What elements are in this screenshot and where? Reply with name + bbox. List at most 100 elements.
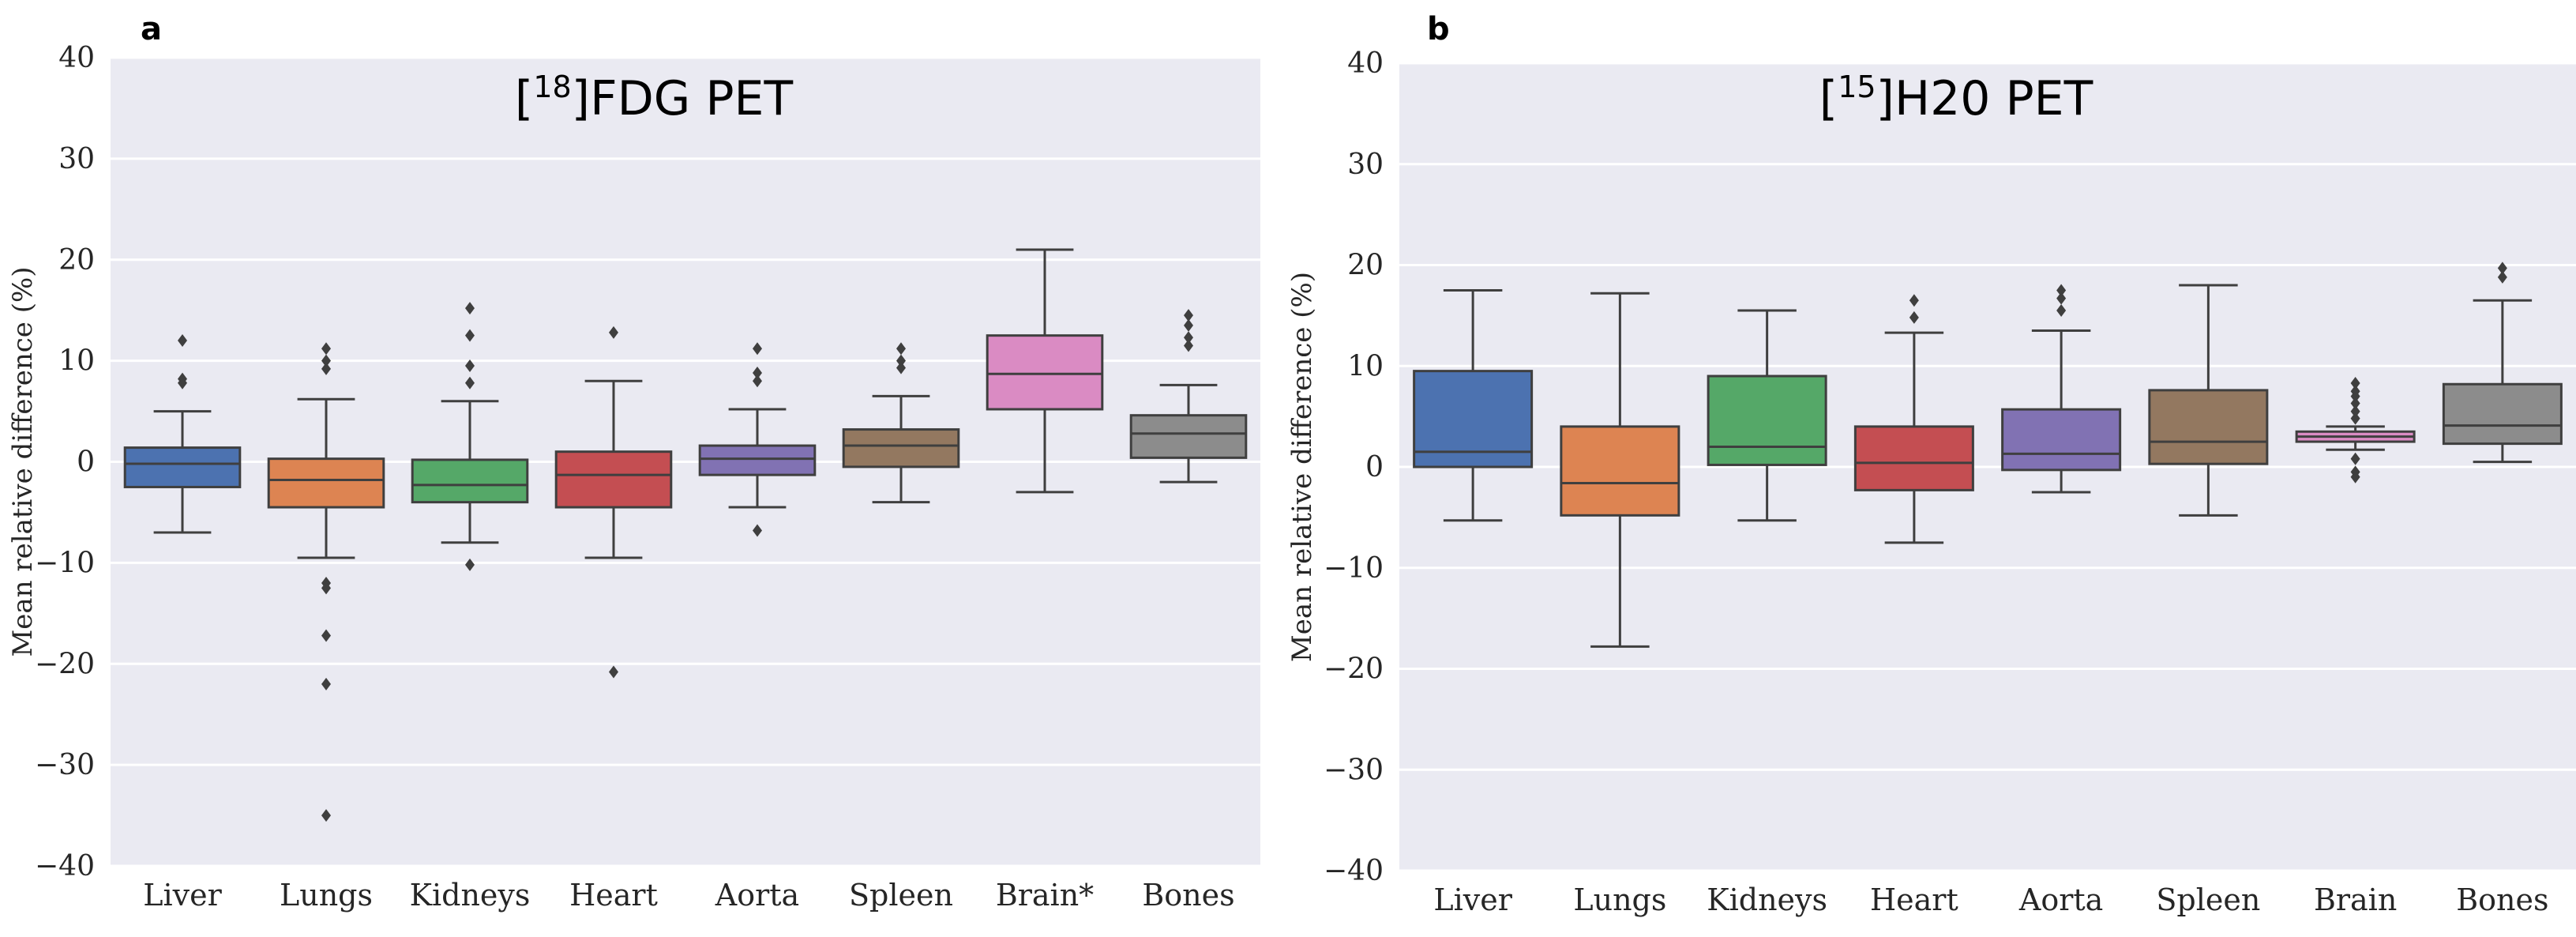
box-aorta bbox=[2001, 284, 2122, 494]
x-tick-label: Aorta bbox=[715, 878, 799, 913]
iqr-box bbox=[2148, 389, 2269, 465]
box-lungs bbox=[267, 342, 385, 822]
outlier-point bbox=[1184, 331, 1193, 344]
y-tick-label: 40 bbox=[1347, 47, 1384, 80]
y-axis-label: Mean relative difference (%) bbox=[1286, 272, 1318, 662]
box-brain bbox=[986, 248, 1104, 494]
x-tick-label: Bones bbox=[1142, 878, 1234, 913]
iqr-box bbox=[2001, 408, 2122, 472]
outlier-point bbox=[2350, 412, 2360, 425]
outlier-point bbox=[2497, 262, 2507, 275]
outlier-point bbox=[896, 342, 906, 356]
y-tick-label: −30 bbox=[35, 749, 95, 781]
outlier-point bbox=[1909, 294, 1919, 307]
y-tick-label: −20 bbox=[1324, 653, 1384, 686]
outlier-point bbox=[2350, 470, 2360, 484]
panel-b: 40 30 20 10 0 −10 −20 −30 −40 Mean relative diffe… bbox=[1286, 11, 2576, 917]
y-tick-label: 0 bbox=[1365, 451, 1384, 484]
box-aorta bbox=[698, 342, 817, 537]
outlier-point bbox=[2056, 303, 2067, 317]
y-tick-label: −10 bbox=[35, 547, 95, 579]
iqr-box bbox=[411, 458, 529, 504]
outlier-point bbox=[896, 354, 906, 367]
outlier-point bbox=[321, 677, 331, 691]
panel-a: 40 30 20 10 0 −10 −20 −30 −40 Mean relative diffe… bbox=[7, 11, 1260, 913]
y-tick-label: −10 bbox=[1324, 552, 1384, 585]
y-tick-label: 30 bbox=[58, 143, 95, 175]
x-tick-label: Kidneys bbox=[410, 878, 531, 913]
outlier-point bbox=[465, 376, 475, 389]
title-pre: [ bbox=[515, 71, 533, 126]
outlier-point bbox=[1184, 318, 1193, 332]
x-tick-label: Heart bbox=[569, 878, 658, 913]
outlier-point bbox=[2350, 397, 2360, 410]
outlier-point bbox=[321, 342, 331, 356]
x-tick-label: Heart bbox=[1870, 882, 1958, 917]
outlier-point bbox=[1909, 310, 1919, 324]
outlier-point bbox=[321, 809, 331, 822]
y-tick-label: −30 bbox=[1324, 754, 1384, 786]
iqr-box bbox=[842, 428, 960, 468]
y-tick-label: 10 bbox=[1347, 350, 1384, 382]
outlier-point bbox=[321, 362, 331, 375]
box-spleen bbox=[2148, 284, 2269, 517]
box-liver bbox=[1413, 288, 1534, 522]
box-spleen bbox=[842, 342, 960, 504]
iqr-box bbox=[123, 446, 242, 488]
outlier-point bbox=[753, 366, 762, 379]
box-kidneys bbox=[411, 302, 529, 571]
title-pre: [ bbox=[1819, 71, 1838, 126]
x-tick-label: Aorta bbox=[2018, 882, 2103, 917]
box-heart bbox=[1853, 294, 1974, 544]
x-tick-label: Spleen bbox=[849, 878, 953, 913]
outlier-point bbox=[2350, 405, 2360, 418]
panel-letter: b bbox=[1427, 11, 1450, 47]
y-tick-label: 20 bbox=[58, 244, 95, 277]
outlier-point bbox=[321, 581, 331, 595]
iqr-box bbox=[1707, 374, 1827, 466]
y-tick-label: −40 bbox=[1324, 855, 1384, 887]
iqr-box bbox=[1560, 425, 1680, 517]
box-bones bbox=[1129, 309, 1248, 484]
x-tick-label: Liver bbox=[143, 878, 222, 913]
iqr-box bbox=[267, 457, 385, 509]
outlier-point bbox=[609, 665, 618, 679]
outlier-point bbox=[321, 629, 331, 642]
iqr-box bbox=[1129, 414, 1248, 459]
outlier-point bbox=[609, 326, 618, 339]
x-tick-label: Lungs bbox=[280, 878, 373, 913]
panel-letter: a bbox=[141, 11, 162, 47]
iqr-box bbox=[1853, 425, 1974, 491]
x-tick-label: Liver bbox=[1433, 882, 1512, 917]
outlier-point bbox=[465, 302, 475, 315]
y-tick-label: 0 bbox=[77, 446, 95, 479]
outlier-point bbox=[753, 374, 762, 388]
box-heart bbox=[554, 326, 673, 679]
outlier-point bbox=[2350, 376, 2360, 389]
outlier-point bbox=[1184, 339, 1193, 352]
y-tick-label: 40 bbox=[58, 42, 95, 74]
iqr-box bbox=[698, 444, 817, 476]
y-axis-label: Mean relative difference (%) bbox=[7, 266, 39, 657]
outlier-point bbox=[465, 359, 475, 373]
x-tick-label: Bones bbox=[2456, 882, 2548, 917]
box-kidneys bbox=[1707, 309, 1827, 522]
y-tick-label: −20 bbox=[35, 648, 95, 680]
outlier-point bbox=[2350, 385, 2360, 398]
outlier-point bbox=[2350, 452, 2360, 465]
y-tick-label: 10 bbox=[58, 345, 95, 378]
outlier-point bbox=[178, 372, 187, 386]
title-post: ]FDG PET bbox=[572, 71, 794, 126]
outlier-point bbox=[753, 524, 762, 537]
x-tick-label: Brain bbox=[2314, 882, 2397, 917]
x-tick-label: Spleen bbox=[2156, 882, 2260, 917]
outlier-point bbox=[2056, 292, 2067, 305]
box-liver bbox=[123, 334, 242, 534]
outlier-point bbox=[753, 342, 762, 356]
title-post: ]H20 PET bbox=[1876, 71, 2093, 126]
x-tick-label: Lungs bbox=[1573, 882, 1666, 917]
y-tick-label: 20 bbox=[1347, 250, 1384, 282]
x-tick-label: Brain* bbox=[996, 878, 1094, 913]
chart-title: [18]FDG PET bbox=[515, 70, 794, 126]
